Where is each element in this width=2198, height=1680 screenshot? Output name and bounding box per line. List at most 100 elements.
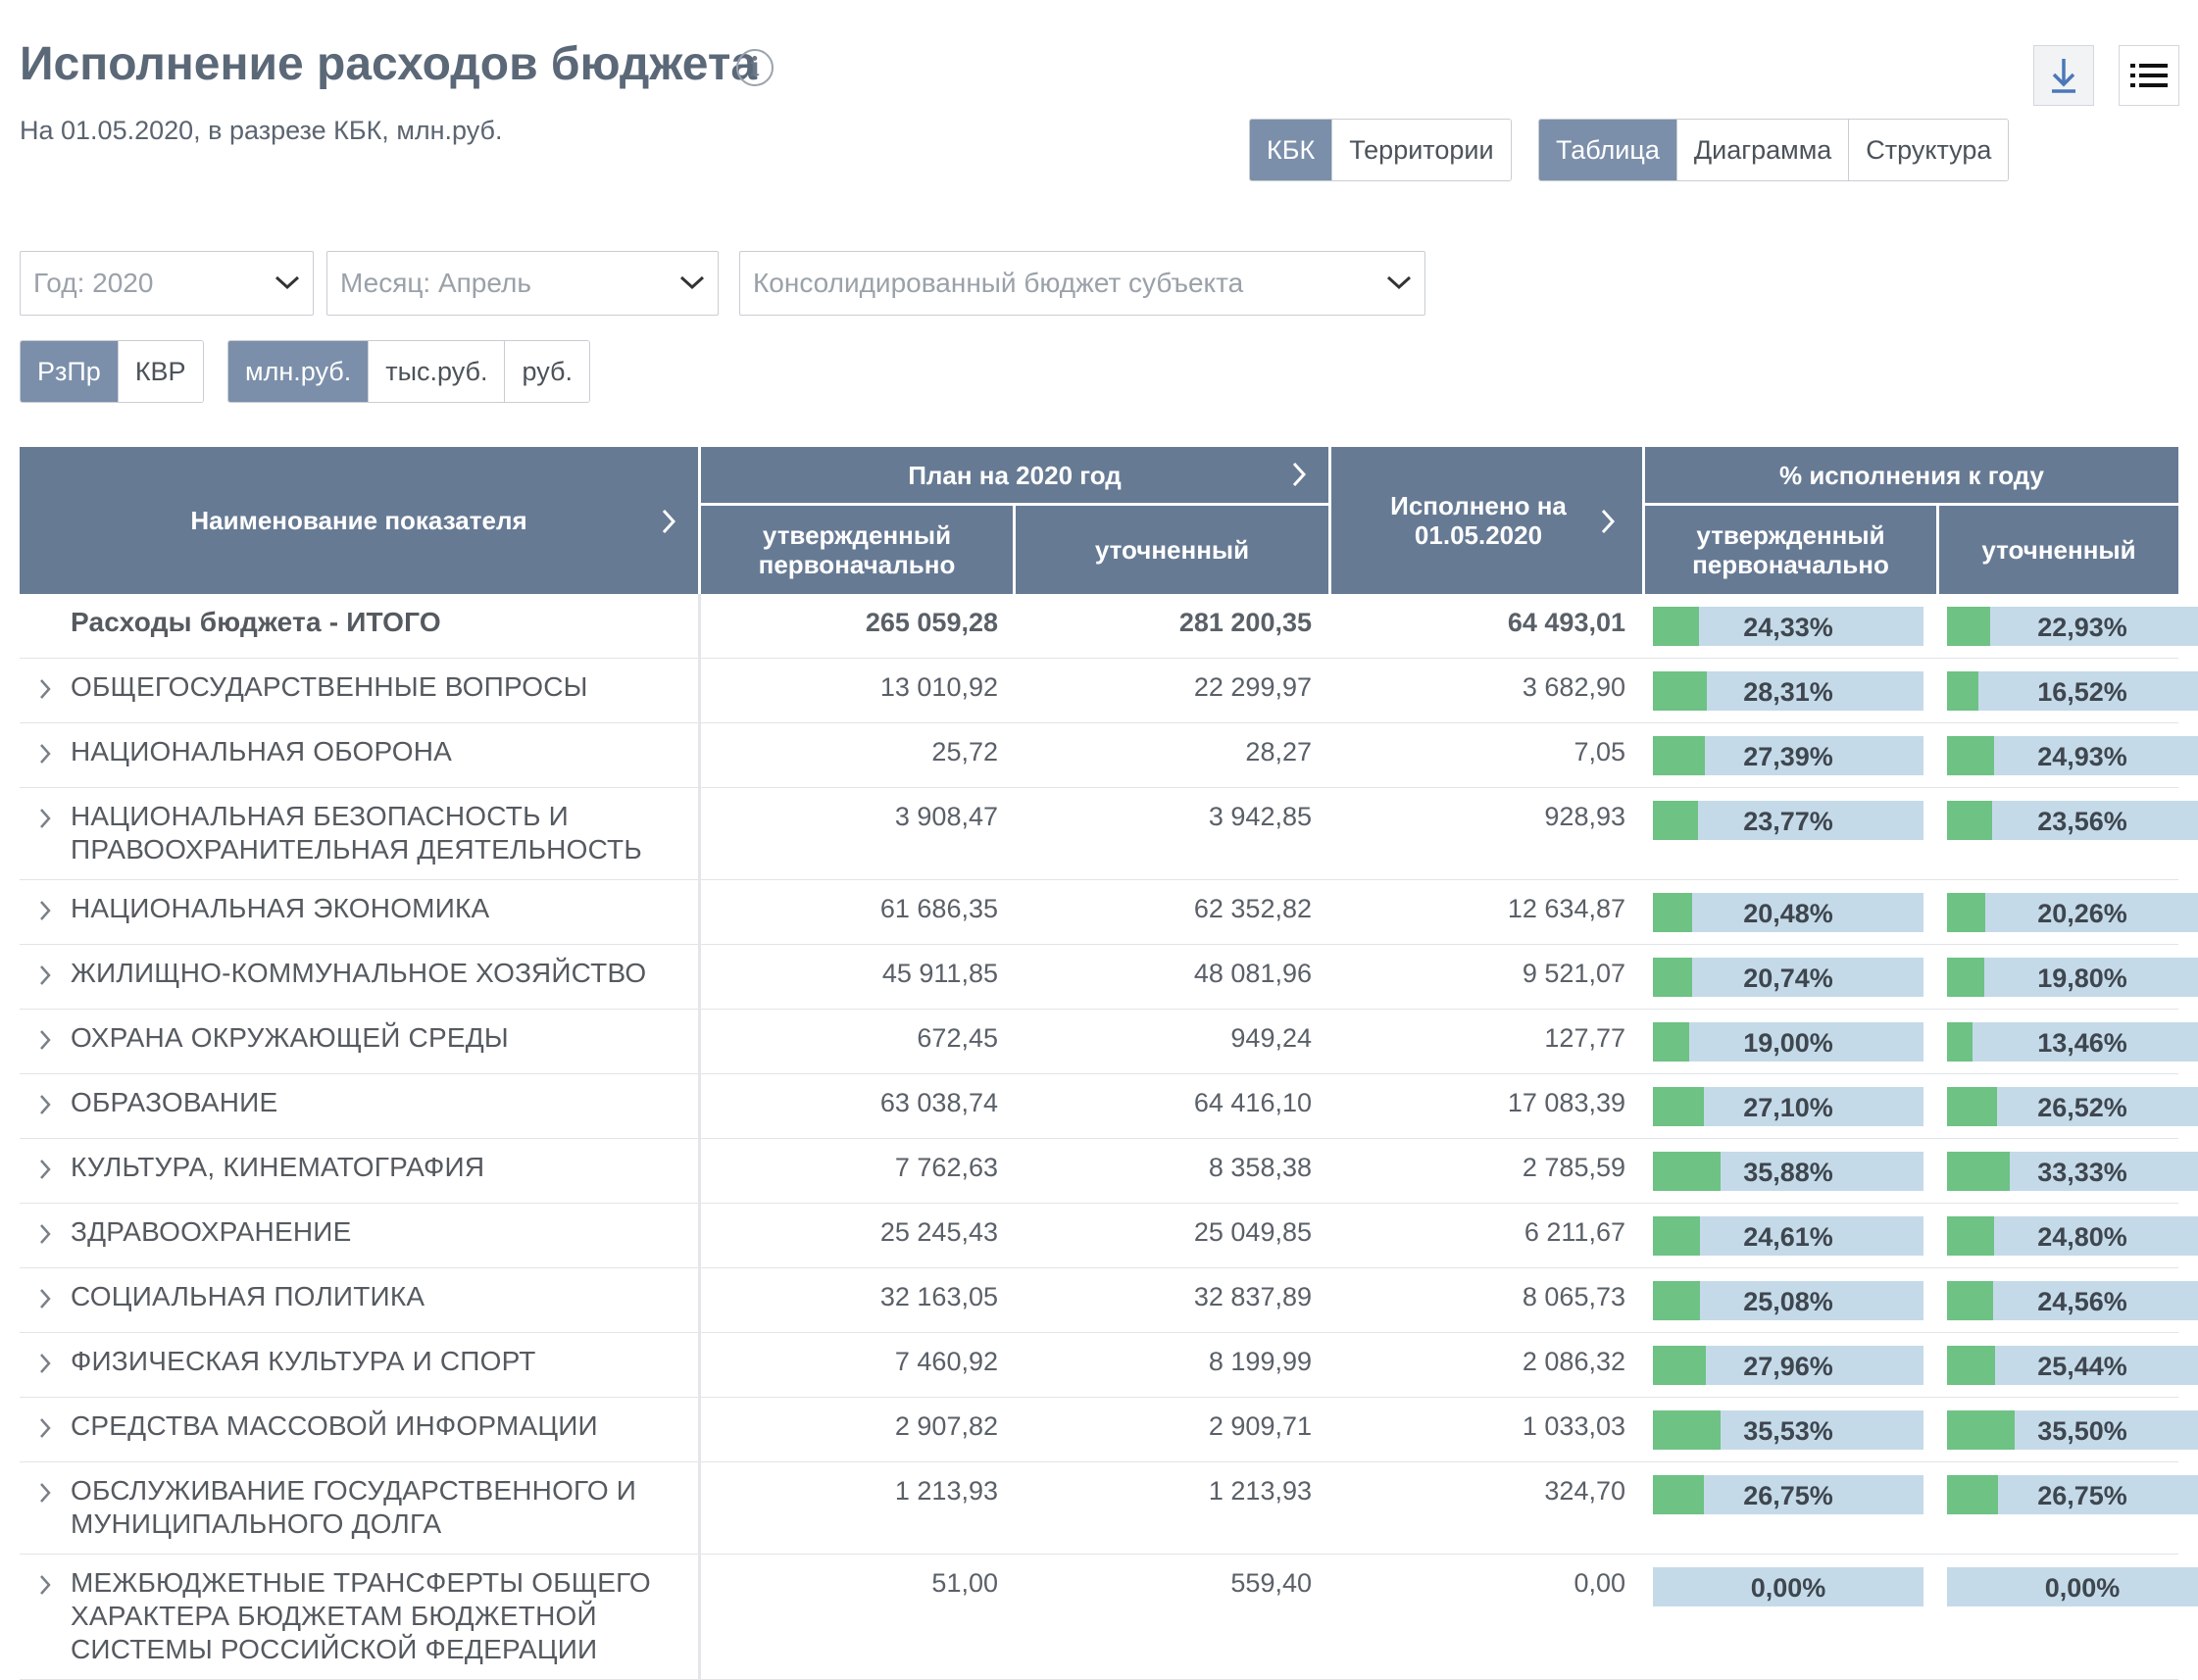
table-row[interactable]: НАЦИОНАЛЬНАЯ ЭКОНОМИКА 61 686,35 62 352,82…	[20, 880, 2198, 945]
progress-label: 16,52%	[2037, 677, 2127, 707]
cell-plan-initial: 1 213,93	[894, 1476, 998, 1506]
month-select[interactable]: Месяц: Апрель	[326, 251, 719, 316]
toggle-mln-rub[interactable]: млн.руб.	[228, 341, 369, 402]
cell-executed: 3 682,90	[1522, 672, 1625, 702]
cell-plan-revised: 1 213,93	[1208, 1476, 1312, 1506]
progress-label: 20,48%	[1743, 899, 1833, 928]
chevron-right-icon[interactable]	[37, 1415, 53, 1441]
chevron-right-icon[interactable]	[1598, 508, 1618, 535]
cell-plan-initial: 7 762,63	[894, 1153, 998, 1182]
progress-bar-revised: 25,44%	[1947, 1346, 2198, 1385]
column-divider	[698, 594, 701, 1680]
cell-executed: 8 065,73	[1522, 1282, 1625, 1311]
chevron-right-icon[interactable]	[659, 508, 678, 535]
column-header-plan-initial-label: утвержденный первоначально	[758, 520, 956, 579]
table-row[interactable]: ОБСЛУЖИВАНИЕ ГОСУДАРСТВЕННОГО И МУНИЦИПА…	[20, 1462, 2198, 1555]
page-subtitle: На 01.05.2020, в разрезе КБК, млн.руб.	[20, 116, 503, 145]
table-row[interactable]: КУЛЬТУРА, КИНЕМАТОГРАФИЯ 7 762,63 8 358,38…	[20, 1139, 2198, 1204]
column-header-plan[interactable]: План на 2020 год	[701, 447, 1328, 503]
toggle-thous-rub[interactable]: тыс.руб.	[368, 341, 505, 402]
column-header-pct-label: % исполнения к году	[1778, 460, 2045, 490]
chevron-right-icon[interactable]	[37, 1027, 53, 1053]
year-select[interactable]: Год: 2020	[20, 251, 314, 316]
info-icon[interactable]: i	[736, 49, 774, 86]
cell-plan-revised: 62 352,82	[1193, 894, 1312, 923]
column-header-pct-revised[interactable]: уточненный	[1939, 506, 2178, 594]
chevron-right-icon[interactable]	[37, 1351, 53, 1376]
chevron-right-icon[interactable]	[1289, 461, 1309, 488]
cell-executed: 0,00	[1574, 1568, 1625, 1598]
table-row[interactable]: ФИЗИЧЕСКАЯ КУЛЬТУРА И СПОРТ 7 460,92 8 199…	[20, 1333, 2198, 1398]
column-header-pct[interactable]: % исполнения к году	[1645, 447, 2178, 503]
table-row[interactable]: ЖИЛИЩНО-КОММУНАЛЬНОЕ ХОЗЯЙСТВО 45 911,85 4…	[20, 945, 2198, 1010]
column-header-pct-initial[interactable]: утвержденный первоначально	[1645, 506, 1936, 594]
table-row[interactable]: ОБРАЗОВАНИЕ 63 038,74 64 416,10 17 083,39 27…	[20, 1074, 2198, 1139]
progress-fill	[1947, 801, 1992, 840]
progress-fill	[1653, 1022, 1689, 1062]
progress-fill	[1653, 1410, 1721, 1450]
table-row[interactable]: ОХРАНА ОКРУЖАЮЩЕЙ СРЕДЫ 672,45 949,24 127,7…	[20, 1010, 2198, 1074]
column-header-plan-revised[interactable]: уточненный	[1016, 506, 1328, 594]
cell-plan-revised: 8 358,38	[1208, 1153, 1312, 1182]
download-button[interactable]	[2033, 45, 2094, 106]
chevron-right-icon[interactable]	[37, 898, 53, 923]
progress-label: 20,26%	[2037, 899, 2127, 928]
tab-structure[interactable]: Структура	[1848, 120, 2009, 180]
progress-label: 26,52%	[2037, 1093, 2127, 1122]
row-name: ОБСЛУЖИВАНИЕ ГОСУДАРСТВЕННОГО И МУНИЦИПА…	[71, 1475, 637, 1539]
list-view-button[interactable]	[2119, 45, 2179, 106]
chevron-right-icon[interactable]	[37, 1221, 53, 1247]
progress-bar-initial: 27,39%	[1653, 736, 1923, 775]
progress-bar-revised: 19,80%	[1947, 958, 2198, 997]
progress-fill	[1947, 1087, 1998, 1126]
progress-bar-revised: 26,75%	[1947, 1475, 2198, 1514]
chevron-right-icon[interactable]	[37, 676, 53, 702]
progress-bar-revised: 24,56%	[1947, 1281, 2198, 1320]
budget-select[interactable]: Консолидированный бюджет субъекта	[739, 251, 1425, 316]
table-row[interactable]: ЗДРАВООХРАНЕНИЕ 25 245,43 25 049,85 6 211,6…	[20, 1204, 2198, 1268]
table-row[interactable]: ОБЩЕГОСУДАРСТВЕННЫЕ ВОПРОСЫ 13 010,92 22 2…	[20, 659, 2198, 723]
cell-executed: 324,70	[1544, 1476, 1625, 1506]
chevron-right-icon[interactable]	[37, 1286, 53, 1311]
cell-plan-revised: 64 416,10	[1193, 1088, 1312, 1117]
header-divider	[1328, 447, 1331, 594]
chevron-right-icon[interactable]	[37, 1157, 53, 1182]
tab-territories[interactable]: Территории	[1331, 120, 1511, 180]
progress-bar-initial: 20,74%	[1653, 958, 1923, 997]
progress-label: 25,08%	[1743, 1287, 1833, 1316]
tab-diagram[interactable]: Диаграмма	[1675, 120, 1849, 180]
chevron-right-icon[interactable]	[37, 1572, 53, 1598]
column-header-executed[interactable]: Исполнено на 01.05.2020	[1331, 447, 1625, 594]
year-select-value: Год: 2020	[33, 268, 154, 298]
table-row[interactable]: НАЦИОНАЛЬНАЯ ОБОРОНА 25,72 28,27 7,05 27,39%…	[20, 723, 2198, 788]
cell-plan-initial: 3 908,47	[894, 802, 998, 831]
toggle-rzpr[interactable]: РзПр	[21, 341, 118, 402]
progress-label: 23,77%	[1743, 807, 1833, 836]
column-header-name[interactable]: Наименование показателя	[20, 447, 698, 594]
chevron-right-icon[interactable]	[37, 963, 53, 988]
progress-fill	[1947, 958, 1985, 997]
column-header-pct-initial-label: утвержденный первоначально	[1692, 520, 1889, 579]
chevron-right-icon[interactable]	[37, 1480, 53, 1506]
progress-bar-revised: 13,46%	[1947, 1022, 2198, 1062]
progress-bar-initial: 25,08%	[1653, 1281, 1923, 1320]
chevron-right-icon[interactable]	[37, 806, 53, 831]
progress-label: 26,75%	[1743, 1481, 1833, 1510]
toggle-rub[interactable]: руб.	[504, 341, 589, 402]
table-row[interactable]: НАЦИОНАЛЬНАЯ БЕЗОПАСНОСТЬ И ПРАВООХРАНИТ…	[20, 788, 2198, 880]
tab-table[interactable]: Таблица	[1539, 120, 1676, 180]
column-header-plan-initial[interactable]: утвержденный первоначально	[701, 506, 1013, 594]
table-row[interactable]: СОЦИАЛЬНАЯ ПОЛИТИКА 32 163,05 32 837,89 8 0…	[20, 1268, 2198, 1333]
cell-plan-revised: 25 049,85	[1193, 1217, 1312, 1247]
table-row[interactable]: МЕЖБЮДЖЕТНЫЕ ТРАНСФЕРТЫ ОБЩЕГО ХАРАКТЕРА…	[20, 1555, 2198, 1680]
row-name: НАЦИОНАЛЬНАЯ ОБОРОНА	[71, 736, 453, 766]
cell-executed: 127,77	[1544, 1023, 1625, 1053]
table-row[interactable]: СРЕДСТВА МАССОВОЙ ИНФОРМАЦИИ 2 907,82 2 90…	[20, 1398, 2198, 1462]
cell-plan-initial: 265 059,28	[865, 608, 998, 637]
cell-executed: 12 634,87	[1507, 894, 1625, 923]
toggle-kvr[interactable]: КВР	[117, 341, 203, 402]
chevron-right-icon[interactable]	[37, 1092, 53, 1117]
chevron-down-icon	[275, 275, 300, 290]
chevron-right-icon[interactable]	[37, 741, 53, 766]
tab-kbk[interactable]: КБК	[1250, 120, 1332, 180]
